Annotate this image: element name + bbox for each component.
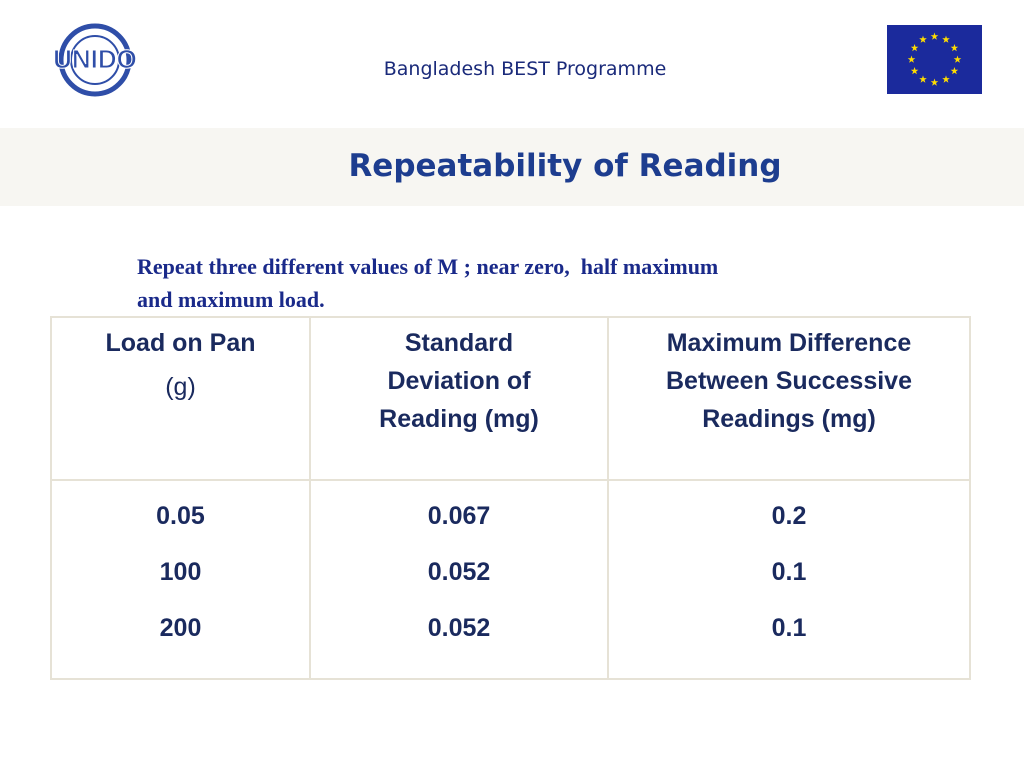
flag-star <box>930 78 939 86</box>
slide-title: Repeatability of Reading <box>348 148 782 184</box>
intro-line: and maximum load. <box>137 287 325 312</box>
cell-value: 0.052 <box>427 558 491 586</box>
unido-logo: UNIDO <box>53 23 137 97</box>
cell-value: 0.067 <box>427 502 491 530</box>
data-cell: 0.067 0.052 0.052 <box>311 488 607 656</box>
header-cell: Load on Pan (g) <box>52 324 309 406</box>
flag-star <box>950 44 959 52</box>
column-divider <box>309 318 311 678</box>
cell-value: 100 <box>159 558 202 586</box>
flag-star <box>953 55 962 63</box>
flag-star <box>942 75 950 83</box>
header-line: Maximum Difference <box>666 329 912 357</box>
header-line: Readings (mg) <box>702 405 876 433</box>
flag-star <box>907 55 916 63</box>
flag-star <box>919 35 927 43</box>
cell-value: 0.1 <box>771 558 807 586</box>
header-line: Between Successive <box>666 367 912 395</box>
cell-value: 200 <box>159 614 202 642</box>
logo-text: UNIDO <box>53 44 137 74</box>
header-line: (g) <box>165 373 196 401</box>
flag-star <box>919 75 927 83</box>
data-cell: 0.05 100 200 <box>52 488 309 656</box>
table: Load on Pan (g) Standard Deviation of Readin… <box>50 316 971 680</box>
column-divider <box>607 318 609 678</box>
cell-value: 0.1 <box>771 614 807 642</box>
row-divider <box>52 479 969 481</box>
flag-star <box>910 44 919 52</box>
cell-value: 0.05 <box>156 502 205 530</box>
intro-line: Repeat three different values of M ; nea… <box>137 254 719 279</box>
header-cell: Standard Deviation of Reading (mg) <box>311 324 607 438</box>
header-line: Reading (mg) <box>379 405 539 433</box>
flag-star <box>930 32 939 40</box>
title-band <box>0 128 1024 206</box>
flag-star <box>910 67 919 75</box>
header-cell: Maximum Difference Between Successive Read… <box>609 324 969 438</box>
header-line: Deviation of <box>387 367 531 395</box>
cell-value: 0.052 <box>427 614 491 642</box>
flag-star <box>942 35 950 43</box>
cell-value: 0.2 <box>771 502 807 530</box>
header-title: Bangladesh BEST Programme <box>383 58 667 80</box>
flag-star <box>950 67 959 75</box>
logo-globe <box>70 35 120 85</box>
data-cell: 0.2 0.1 0.1 <box>609 488 969 656</box>
logo-ring <box>58 23 132 97</box>
header-line: Standard <box>404 329 514 357</box>
eu-flag <box>887 25 982 94</box>
header-line: Load on Pan <box>105 329 256 357</box>
